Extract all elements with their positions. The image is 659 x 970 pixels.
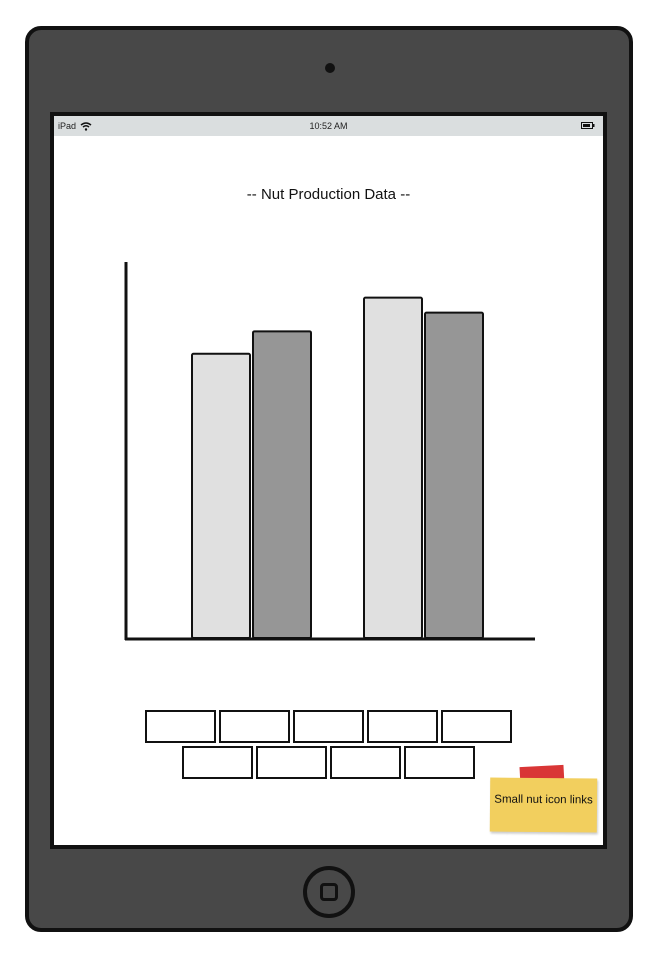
page-title: -- Nut Production Data -- (246, 186, 411, 203)
carrier-label: iPad (58, 121, 77, 131)
nut-link-button-2[interactable] (219, 710, 290, 743)
wifi-icon (80, 121, 92, 131)
nut-link-button-1[interactable] (145, 710, 216, 743)
nut-link-button-8[interactable] (330, 746, 401, 779)
status-left: iPad (58, 121, 92, 131)
nut-link-button-9[interactable] (404, 746, 475, 779)
status-bar: iPad 10:52 AM (54, 116, 603, 136)
nut-link-button-6[interactable] (182, 746, 253, 779)
status-time: 10:52 AM (309, 121, 348, 131)
bar-group2-series2 (424, 311, 484, 639)
camera-icon (325, 63, 335, 73)
nut-link-button-3[interactable] (293, 710, 364, 743)
sticky-note-text: Small nut icon links (494, 793, 593, 807)
home-button[interactable] (303, 866, 355, 918)
battery-icon (581, 122, 595, 129)
nut-link-button-4[interactable] (367, 710, 438, 743)
home-button-icon (320, 883, 338, 901)
nut-link-button-7[interactable] (256, 746, 327, 779)
bar-group1-series2 (252, 330, 312, 639)
nut-link-button-5[interactable] (441, 710, 512, 743)
sticky-note: Small nut icon links (489, 777, 598, 833)
screen: iPad 10:52 AM -- Nut Production Data -- … (50, 112, 607, 849)
bar-chart (124, 262, 535, 641)
bar-group1-series1 (191, 352, 251, 639)
bar-group2-series1 (363, 296, 423, 639)
